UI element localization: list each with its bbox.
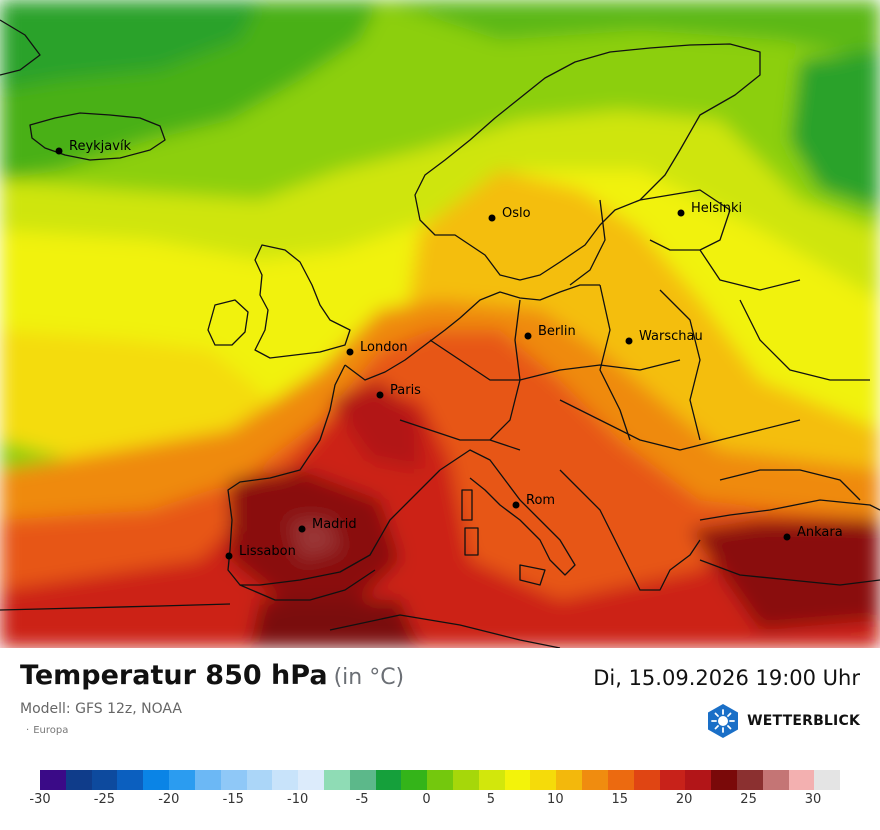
legend-swatch xyxy=(530,770,557,790)
legend-swatch xyxy=(762,770,789,790)
legend-swatch xyxy=(65,770,92,790)
svg-text:Lissabon: Lissabon xyxy=(239,544,296,559)
sun-snowflake-icon xyxy=(708,704,739,738)
region-text: Europa xyxy=(33,725,69,736)
legend-tick-label: 25 xyxy=(740,792,757,807)
legend-swatch xyxy=(427,770,453,790)
legend-swatch xyxy=(685,770,712,790)
legend-swatch xyxy=(349,770,376,790)
title-text: Temperatur 850 hPa xyxy=(20,660,328,691)
region-dot-icon: · xyxy=(26,725,30,736)
legend-swatch xyxy=(40,770,66,790)
city-ankara[interactable]: Ankara xyxy=(783,525,843,541)
legend-tick-label: -25 xyxy=(93,792,116,807)
legend-ticks: -30 -25 -20 -15 -10 -5 0 5 10 15 20 25 30 xyxy=(0,792,880,812)
legend-tick-label: -5 xyxy=(355,792,369,807)
legend-tick-label: 0 xyxy=(422,792,431,807)
legend-tick-label: 15 xyxy=(611,792,629,807)
legend-swatch xyxy=(556,770,583,790)
city-madrid[interactable]: Madrid xyxy=(298,517,357,533)
svg-text:Reykjavík: Reykjavík xyxy=(69,139,132,154)
legend-tick-label: 5 xyxy=(486,792,496,807)
legend-swatch xyxy=(323,770,350,790)
coastlines xyxy=(0,19,880,648)
city-london[interactable]: London xyxy=(346,340,408,356)
legend-swatch xyxy=(453,770,479,790)
legend-swatch xyxy=(736,770,763,790)
svg-text:Warschau: Warschau xyxy=(639,329,703,344)
svg-text:Oslo: Oslo xyxy=(502,206,531,221)
legend-swatch xyxy=(246,770,273,790)
map-title: Temperatur 850 hPa (in °C) xyxy=(20,660,404,691)
brand-logo[interactable]: WETTERBLICK xyxy=(705,703,860,739)
legend-swatch xyxy=(272,770,299,790)
legend-swatch xyxy=(711,770,737,790)
brand-name: WETTERBLICK xyxy=(747,713,860,729)
city-oslo[interactable]: Oslo xyxy=(488,206,531,222)
city-markers: Reykjavík Oslo Helsinki Berlin Warschau … xyxy=(55,139,843,560)
legend-swatch xyxy=(169,770,195,790)
legend-swatch xyxy=(220,770,247,790)
unit-label: (in °C) xyxy=(333,665,405,690)
city-berlin[interactable]: Berlin xyxy=(524,324,576,340)
temperature-map: Reykjavík Oslo Helsinki Berlin Warschau … xyxy=(0,0,880,648)
forecast-datetime: Di, 15.09.2026 19:00 Uhr xyxy=(593,666,860,690)
city-lissabon[interactable]: Lissabon xyxy=(225,544,296,560)
city-paris[interactable]: Paris xyxy=(376,383,422,399)
legend-swatch xyxy=(91,770,118,790)
legend-swatch xyxy=(375,770,402,790)
svg-text:Rom: Rom xyxy=(526,493,555,508)
legend-swatch xyxy=(143,770,170,790)
svg-text:London: London xyxy=(360,340,408,355)
legend-tick-label: 20 xyxy=(675,792,693,807)
legend-swatch xyxy=(298,770,324,790)
svg-text:Berlin: Berlin xyxy=(538,324,576,339)
svg-text:Helsinki: Helsinki xyxy=(691,201,742,216)
legend-swatch xyxy=(478,770,505,790)
map-footer: Temperatur 850 hPa (in °C) Di, 15.09.2026… xyxy=(0,648,880,830)
legend-swatch xyxy=(117,770,144,790)
legend-swatch xyxy=(607,770,634,790)
svg-text:Paris: Paris xyxy=(390,383,421,398)
city-helsinki[interactable]: Helsinki xyxy=(677,201,743,217)
legend-tick-label: -30 xyxy=(29,792,51,807)
temperature-field xyxy=(0,0,880,648)
legend-swatch xyxy=(788,770,815,790)
city-rom[interactable]: Rom xyxy=(512,493,556,509)
city-reykjavik[interactable]: Reykjavík xyxy=(55,139,132,155)
legend-tick-label: -10 xyxy=(287,792,309,807)
legend-swatch xyxy=(659,770,686,790)
legend-tick-label: 10 xyxy=(547,792,564,807)
svg-text:Ankara: Ankara xyxy=(797,525,843,540)
region-label: · Europa xyxy=(26,725,68,736)
legend-swatch xyxy=(814,770,841,790)
legend-tick-label: -15 xyxy=(222,792,244,807)
legend-swatch xyxy=(401,770,428,790)
color-legend xyxy=(40,770,841,790)
city-warschau[interactable]: Warschau xyxy=(625,329,703,345)
model-info: Modell: GFS 12z, NOAA xyxy=(20,701,182,717)
svg-text:Madrid: Madrid xyxy=(312,517,357,532)
legend-tick-label: 30 xyxy=(804,792,822,807)
legend-swatch xyxy=(633,770,660,790)
legend-swatch xyxy=(504,770,531,790)
legend-swatch xyxy=(194,770,221,790)
legend-tick-label: -20 xyxy=(158,792,180,807)
legend-swatch xyxy=(582,770,608,790)
